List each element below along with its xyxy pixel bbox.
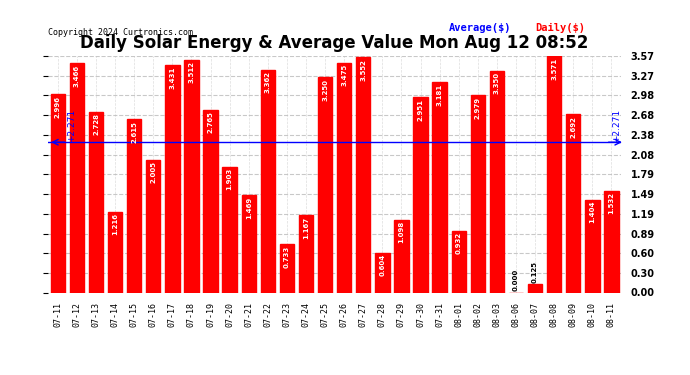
Text: 2.692: 2.692 [570,116,576,138]
Bar [604,191,619,292]
Bar [299,215,313,292]
Bar [566,114,580,292]
Bar [146,160,161,292]
Bar [50,94,65,292]
Text: 2.615: 2.615 [131,121,137,142]
Text: 3.512: 3.512 [188,62,195,83]
Bar [261,70,275,292]
Text: 2.728: 2.728 [93,113,99,135]
Text: 3.431: 3.431 [169,67,175,89]
Text: 3.362: 3.362 [265,71,271,93]
Bar [127,120,141,292]
Text: 3.250: 3.250 [322,79,328,101]
Bar [451,231,466,292]
Bar [222,166,237,292]
Bar [165,66,179,292]
Bar [394,220,408,292]
Text: 0.000: 0.000 [513,269,519,291]
Text: 3.350: 3.350 [494,72,500,94]
Text: 0.733: 0.733 [284,245,290,268]
Text: 3.466: 3.466 [74,64,80,87]
Title: Daily Solar Energy & Average Value Mon Aug 12 08:52: Daily Solar Energy & Average Value Mon A… [81,34,589,52]
Text: 2.996: 2.996 [55,96,61,117]
Bar [547,56,562,292]
Text: 1.469: 1.469 [246,196,252,219]
Text: 3.475: 3.475 [341,64,347,86]
Bar [89,112,104,292]
Text: 0.125: 0.125 [532,261,538,283]
Bar [356,57,371,292]
Text: 3.181: 3.181 [437,83,443,106]
Text: 2.005: 2.005 [150,161,157,183]
Bar [108,212,122,292]
Text: 2.951: 2.951 [417,99,424,120]
Bar [528,284,542,292]
Text: Copyright 2024 Curtronics.com: Copyright 2024 Curtronics.com [48,28,193,38]
Bar [241,195,256,292]
Text: 2.765: 2.765 [208,111,214,133]
Bar [279,244,294,292]
Bar [585,200,600,292]
Text: +2.271: +2.271 [612,109,621,142]
Text: 0.604: 0.604 [380,254,386,276]
Text: 1.098: 1.098 [398,221,404,243]
Text: 1.532: 1.532 [609,192,615,214]
Bar [337,63,351,292]
Text: 1.216: 1.216 [112,213,118,236]
Bar [413,97,428,292]
Text: 1.903: 1.903 [226,168,233,190]
Bar [471,95,485,292]
Text: 1.404: 1.404 [589,201,595,223]
Text: 3.571: 3.571 [551,57,558,80]
Bar [490,71,504,292]
Text: 1.167: 1.167 [303,217,309,239]
Bar [204,110,218,292]
Text: 2.979: 2.979 [475,97,481,119]
Text: Average($): Average($) [449,22,512,33]
Text: +2.271: +2.271 [68,109,77,142]
Bar [375,252,390,292]
Bar [184,60,199,292]
Bar [70,63,84,292]
Bar [433,82,447,292]
Text: Daily($): Daily($) [535,22,585,33]
Text: 3.552: 3.552 [360,59,366,81]
Bar [318,77,333,292]
Text: 0.932: 0.932 [455,232,462,254]
